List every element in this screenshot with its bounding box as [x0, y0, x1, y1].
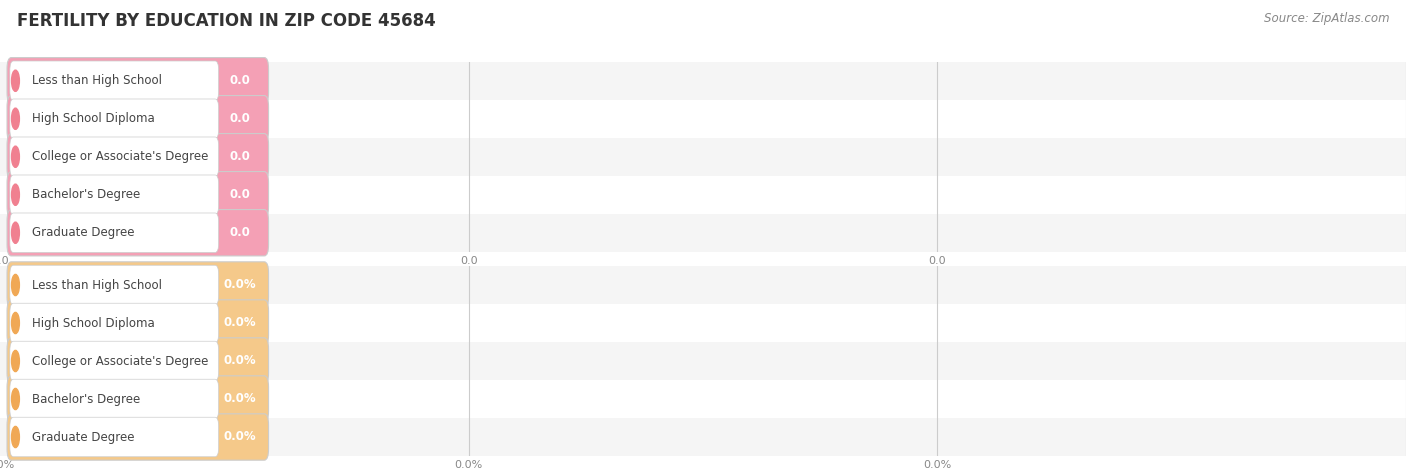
FancyBboxPatch shape: [10, 61, 219, 101]
Text: College or Associate's Degree: College or Associate's Degree: [32, 354, 208, 368]
Text: Less than High School: Less than High School: [32, 74, 162, 87]
Bar: [0, 100, 1406, 138]
Text: FERTILITY BY EDUCATION IN ZIP CODE 45684: FERTILITY BY EDUCATION IN ZIP CODE 45684: [17, 12, 436, 30]
Bar: [0, 138, 1406, 176]
Circle shape: [11, 389, 20, 409]
Text: High School Diploma: High School Diploma: [32, 112, 155, 125]
Bar: [0, 342, 1406, 380]
Text: 0.0: 0.0: [229, 226, 250, 239]
Text: Graduate Degree: Graduate Degree: [32, 430, 135, 444]
FancyBboxPatch shape: [10, 303, 219, 343]
Circle shape: [11, 222, 20, 243]
FancyBboxPatch shape: [7, 262, 269, 308]
Bar: [0, 418, 1406, 456]
FancyBboxPatch shape: [7, 338, 269, 384]
FancyBboxPatch shape: [10, 175, 219, 215]
Circle shape: [11, 70, 20, 91]
Text: 0.0%: 0.0%: [224, 430, 256, 444]
FancyBboxPatch shape: [10, 213, 219, 253]
Text: Bachelor's Degree: Bachelor's Degree: [32, 188, 141, 201]
Bar: [0, 176, 1406, 214]
FancyBboxPatch shape: [7, 95, 269, 142]
FancyBboxPatch shape: [7, 171, 269, 218]
Circle shape: [11, 184, 20, 205]
FancyBboxPatch shape: [7, 300, 269, 346]
FancyBboxPatch shape: [10, 137, 219, 177]
Bar: [0, 62, 1406, 100]
Circle shape: [11, 427, 20, 447]
Bar: [0, 266, 1406, 304]
FancyBboxPatch shape: [7, 376, 269, 422]
Text: 0.0%: 0.0%: [224, 278, 256, 292]
Circle shape: [11, 351, 20, 371]
Text: 0.0%: 0.0%: [224, 354, 256, 368]
Text: Graduate Degree: Graduate Degree: [32, 226, 135, 239]
Text: 0.0: 0.0: [229, 150, 250, 163]
Bar: [0, 214, 1406, 252]
Text: 0.0: 0.0: [229, 188, 250, 201]
FancyBboxPatch shape: [10, 341, 219, 381]
FancyBboxPatch shape: [10, 379, 219, 419]
Circle shape: [11, 275, 20, 295]
Text: Source: ZipAtlas.com: Source: ZipAtlas.com: [1264, 12, 1389, 25]
Text: 0.0%: 0.0%: [224, 316, 256, 330]
Bar: [0, 380, 1406, 418]
Circle shape: [11, 146, 20, 167]
Text: College or Associate's Degree: College or Associate's Degree: [32, 150, 208, 163]
FancyBboxPatch shape: [7, 209, 269, 256]
Text: 0.0%: 0.0%: [224, 392, 256, 406]
Text: Less than High School: Less than High School: [32, 278, 162, 292]
Text: 0.0: 0.0: [229, 112, 250, 125]
Text: Bachelor's Degree: Bachelor's Degree: [32, 392, 141, 406]
Circle shape: [11, 108, 20, 129]
Text: High School Diploma: High School Diploma: [32, 316, 155, 330]
Circle shape: [11, 313, 20, 333]
FancyBboxPatch shape: [10, 417, 219, 457]
FancyBboxPatch shape: [7, 57, 269, 104]
Bar: [0, 304, 1406, 342]
Text: 0.0: 0.0: [229, 74, 250, 87]
FancyBboxPatch shape: [10, 99, 219, 139]
FancyBboxPatch shape: [7, 133, 269, 180]
FancyBboxPatch shape: [10, 265, 219, 305]
FancyBboxPatch shape: [7, 414, 269, 460]
